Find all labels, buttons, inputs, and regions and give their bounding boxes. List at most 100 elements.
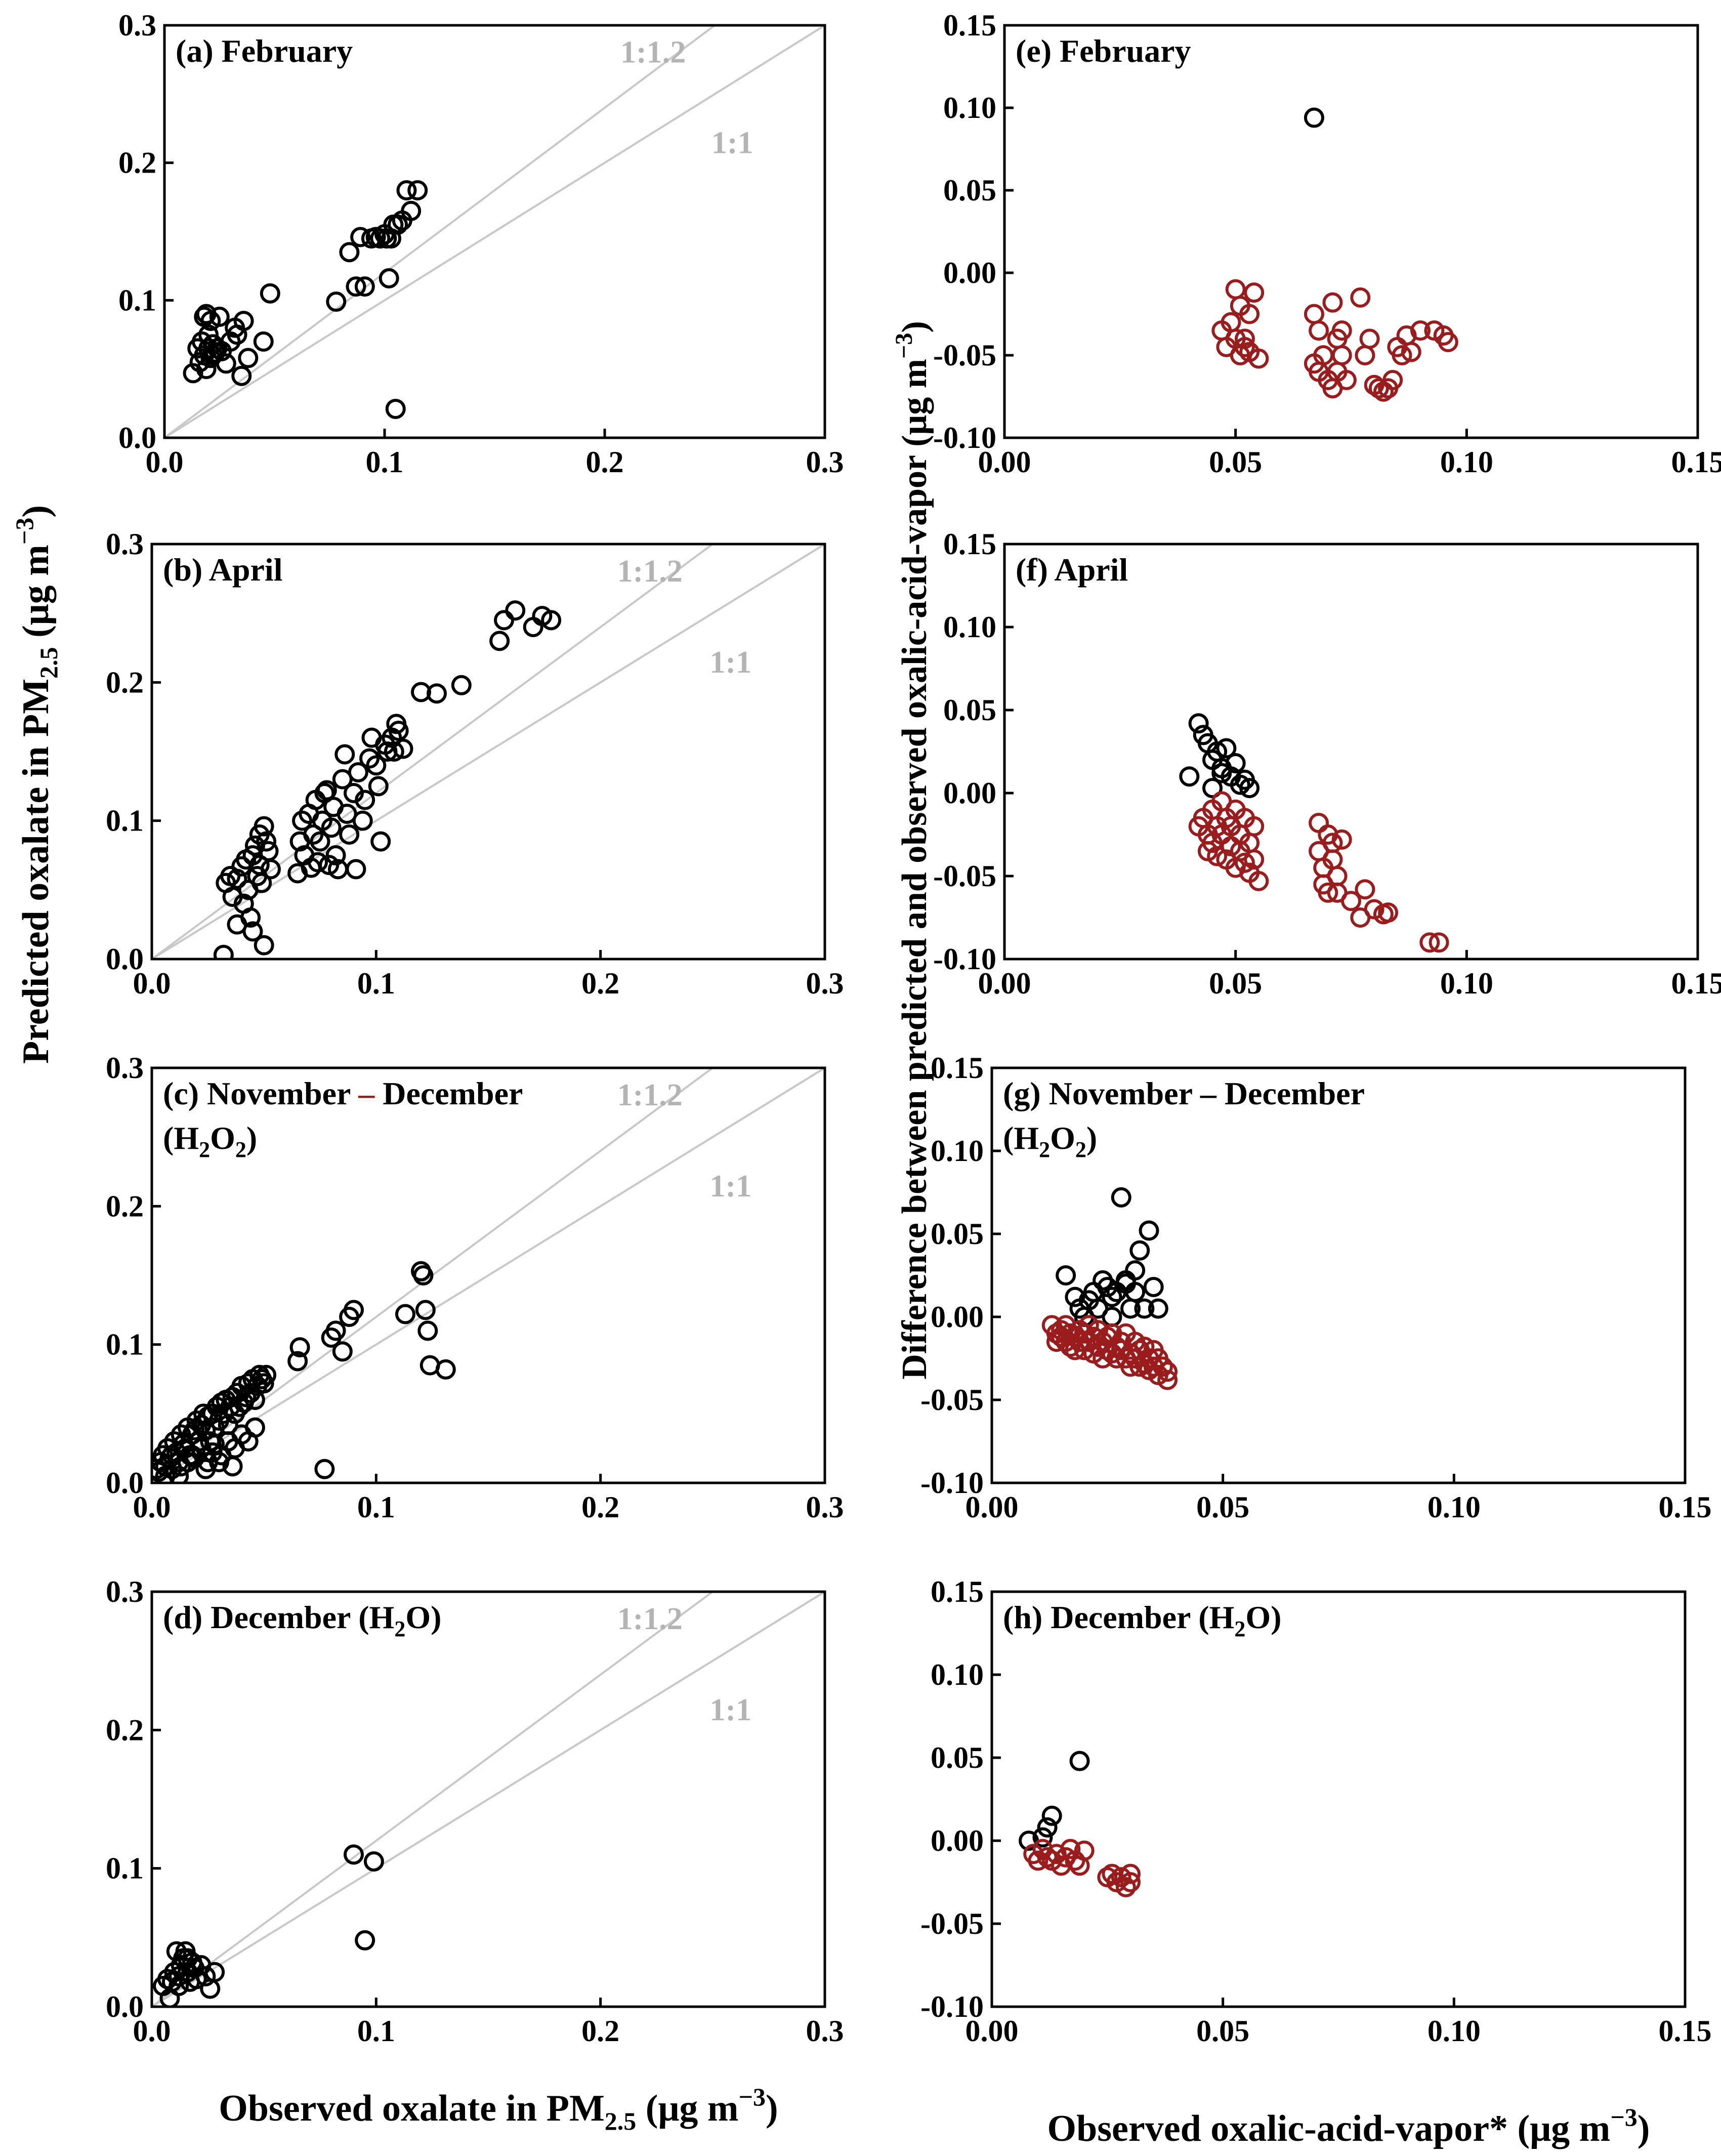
data-point-negative	[1244, 849, 1265, 870]
data-point-predicted	[366, 755, 387, 776]
y-tick-label: 0.15	[943, 527, 996, 561]
x-tick-label: 0.0	[146, 445, 184, 479]
data-point-predicted	[231, 365, 252, 386]
x-tick-label: 0.10	[1440, 967, 1493, 1000]
panel-g-frame	[990, 1066, 1687, 1484]
panel-f-frame	[1003, 543, 1699, 961]
data-point-predicted	[352, 810, 373, 831]
data-point-negative	[1060, 1839, 1081, 1859]
y-tick-label: 0.2	[106, 1713, 144, 1747]
data-point-positive	[1129, 1240, 1150, 1261]
title-main: (c) November	[163, 1075, 358, 1111]
title-end: )	[1086, 1120, 1097, 1156]
y-label-left-sub: 2.5	[34, 647, 63, 679]
data-point-predicted	[363, 1851, 384, 1872]
data-point-negative	[1244, 816, 1265, 837]
y-tick-label: 0.00	[931, 1824, 984, 1857]
x-label-right-end: )	[1638, 2108, 1650, 2149]
panel-b-plot-area	[152, 544, 825, 959]
data-point-negative	[1350, 287, 1371, 308]
x-tick-label: 0.00	[978, 445, 1031, 479]
data-point-predicted	[427, 683, 447, 704]
y-tick-label: 0.3	[118, 9, 156, 42]
data-point-predicted	[195, 1420, 216, 1441]
y-tick-label: 0.05	[943, 693, 996, 727]
data-point-negative	[1327, 866, 1348, 886]
data-point-predicted	[370, 831, 391, 852]
data-point-predicted	[186, 1969, 207, 1989]
data-point-predicted	[344, 1300, 364, 1320]
x-label-right: Observed oxalic-acid-vapor* (μg m−3)	[1047, 2103, 1650, 2149]
data-point-positive	[1069, 1751, 1090, 1771]
data-point-negative	[1234, 852, 1255, 873]
x-label-left: Observed oxalate in PM2.5 (μg m−3)	[219, 2083, 778, 2135]
data-point-predicted	[321, 817, 342, 838]
panel-g-title-line2: (H2O2)	[1003, 1120, 1097, 1162]
title-main: (d) December (H	[163, 1599, 394, 1635]
panel-f: 0.00 0.05 0.10 0.15 -0.10 -0.05 0.00 0.05 0.10 0.…	[933, 527, 1721, 1000]
ref-line-1-1	[152, 1068, 825, 1483]
data-point-predicted	[260, 283, 280, 304]
data-point-negative	[1355, 345, 1375, 365]
data-point-positive	[1041, 1805, 1062, 1826]
data-point-negative	[1120, 1863, 1141, 1884]
panel-d-title: (d) December (H2O)	[163, 1599, 441, 1641]
x-label-right-sup: −3	[1610, 2103, 1638, 2131]
data-point-predicted	[177, 1948, 198, 1969]
data-point-predicted	[326, 292, 347, 312]
panel-h-title: (h) December (H2O)	[1003, 1599, 1281, 1641]
x-tick-label: 0.3	[806, 1490, 844, 1524]
y-tick-label: 0.00	[943, 256, 996, 289]
data-point-positive	[1037, 1817, 1058, 1838]
y-label-left-unit-sup: −3	[10, 518, 38, 545]
data-point-predicted	[348, 762, 368, 782]
data-point-positive	[1134, 1298, 1155, 1319]
data-point-positive	[1148, 1298, 1168, 1319]
panel-g-plot-area	[1041, 1187, 1178, 1390]
x-tick-label: 0.05	[1196, 1490, 1249, 1524]
y-tick-label: 0.10	[943, 610, 996, 644]
y-label-left-text: Predicted oxalate in PM	[15, 679, 57, 1064]
title-main: (h) December (H	[1003, 1599, 1234, 1635]
data-point-negative	[1157, 1361, 1178, 1382]
data-point-predicted	[325, 845, 346, 865]
data-point-predicted	[213, 944, 234, 959]
data-point-positive	[1143, 1276, 1164, 1297]
data-point-negative	[1225, 279, 1246, 300]
x-tick-label: 0.1	[357, 2014, 395, 2048]
data-point-predicted	[388, 721, 409, 741]
data-point-predicted	[393, 738, 413, 759]
data-point-negative	[1157, 1370, 1178, 1390]
y-tick-label: 0.1	[106, 804, 144, 838]
data-point-predicted	[287, 1351, 308, 1372]
title-mid: O	[210, 1120, 235, 1156]
data-point-predicted	[198, 324, 219, 345]
data-point-negative	[1359, 328, 1380, 349]
data-point-negative	[1410, 320, 1431, 341]
data-point-predicted	[222, 1456, 243, 1477]
data-point-negative	[1074, 1840, 1095, 1861]
data-point-predicted	[169, 1976, 189, 1996]
y-label-right-text: Difference between predicted and observe…	[895, 359, 934, 1380]
data-point-positive	[1202, 778, 1223, 799]
data-point-negative	[1115, 1877, 1136, 1897]
ref-label-1-1.2: 1:1.2	[617, 1078, 683, 1112]
data-point-predicted	[354, 276, 375, 297]
data-point-predicted	[334, 744, 355, 765]
panel-e-plot-area	[1211, 107, 1458, 402]
data-point-negative	[1401, 342, 1421, 362]
data-point-predicted	[541, 610, 562, 631]
y-tick-label: 0.05	[931, 1741, 984, 1774]
x-tick-label: 0.15	[1671, 967, 1721, 1000]
data-point-predicted	[308, 852, 328, 873]
data-point-negative	[1419, 932, 1440, 953]
y-tick-label: 0.3	[106, 1051, 144, 1085]
data-point-negative	[1322, 292, 1343, 313]
y-tick-label: 0.2	[106, 666, 144, 699]
data-point-negative	[1341, 891, 1361, 911]
data-point-predicted	[254, 935, 274, 956]
data-point-negative	[1248, 348, 1269, 369]
y-tick-label: -0.05	[933, 859, 996, 893]
data-point-predicted	[494, 610, 515, 631]
